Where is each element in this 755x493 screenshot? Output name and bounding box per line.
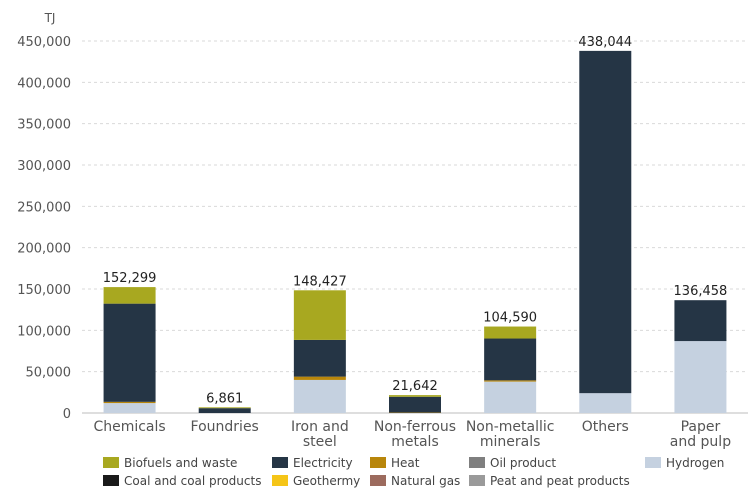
legend: Biofuels and waste Electricity Heat Oil pro…	[103, 456, 724, 488]
bar-segment	[484, 381, 537, 413]
y-tick-label: 50,000	[26, 366, 72, 381]
legend-label: Natural gas	[391, 474, 460, 488]
y-tick-label: 350,000	[17, 118, 71, 133]
x-category-label: Paper	[681, 419, 721, 435]
x-category-label: minerals	[480, 434, 541, 450]
legend-swatch	[370, 457, 386, 468]
y-tick-label: 200,000	[17, 242, 71, 257]
bar-total-label: 136,458	[674, 284, 728, 299]
x-category-label: Chemicals	[93, 419, 165, 435]
bar-segment	[389, 396, 441, 413]
legend-label: Coal and coal products	[124, 474, 261, 488]
x-category-label: Others	[582, 419, 629, 435]
gridlines	[82, 40, 748, 414]
x-category-label: Non-ferrous	[374, 419, 456, 435]
bar-total-label: 21,642	[392, 379, 438, 394]
legend-swatch	[103, 457, 119, 468]
y-tick-label: 150,000	[17, 283, 71, 298]
bar-segment	[579, 50, 632, 394]
legend-label: Hydrogen	[666, 456, 724, 470]
bar-total-labels: 152,299 6,861 148,427 21,642 104,590 438,044 1…	[103, 35, 728, 406]
bar-segment	[103, 287, 156, 304]
y-tick-label: 100,000	[17, 324, 71, 339]
legend-label: Peat and peat products	[490, 474, 630, 488]
legend-swatch	[469, 457, 485, 468]
bar-segment	[198, 408, 251, 413]
bar-segment	[389, 395, 441, 397]
y-tick-label: 400,000	[17, 76, 71, 91]
x-category-label: steel	[303, 434, 337, 450]
bar-segment	[293, 339, 346, 377]
bar-segment	[579, 393, 632, 413]
bar-segment	[484, 326, 537, 339]
x-category-label: Iron and	[291, 419, 349, 435]
legend-label: Geothermy	[293, 474, 360, 488]
legend-swatch	[645, 457, 661, 468]
bar-segment	[484, 338, 537, 381]
bar-total-label: 6,861	[206, 391, 243, 406]
bar-segment	[674, 300, 727, 342]
bar-total-label: 438,044	[578, 35, 632, 50]
y-tick-label: 0	[63, 407, 71, 422]
legend-label: Biofuels and waste	[124, 456, 237, 470]
legend-label: Oil product	[490, 456, 556, 470]
bar-segment	[293, 290, 346, 340]
y-tick-label: 450,000	[17, 35, 71, 50]
x-category-label: and pulp	[670, 434, 731, 450]
legend-swatch	[272, 457, 288, 468]
legend-swatch	[103, 475, 119, 486]
bar-segment	[103, 403, 156, 413]
bars	[103, 50, 727, 413]
bar-segment	[293, 379, 346, 413]
x-category-label: metals	[391, 434, 439, 450]
bar-total-label: 152,299	[103, 271, 157, 286]
legend-swatch	[272, 475, 288, 486]
x-category-label: Foundries	[191, 419, 259, 435]
legend-label: Electricity	[293, 456, 353, 470]
bar-segment	[103, 303, 156, 402]
legend-label: Heat	[391, 456, 420, 470]
bar-segment	[103, 401, 156, 404]
y-axis-unit-label: TJ	[44, 11, 56, 25]
x-category-label: Non-metallic	[466, 419, 555, 435]
bar-total-label: 148,427	[293, 274, 347, 289]
y-axis-ticks: 0 50,000 100,000 150,000 200,000 250,000 300,0…	[17, 35, 71, 422]
legend-swatch	[469, 475, 485, 486]
legend-swatch	[370, 475, 386, 486]
bar-segment	[674, 341, 727, 413]
y-tick-label: 250,000	[17, 200, 71, 215]
bar-segment	[198, 407, 251, 409]
bar-segment	[293, 376, 346, 380]
bar-total-label: 104,590	[483, 311, 537, 326]
y-tick-label: 300,000	[17, 159, 71, 174]
bar-segment	[484, 380, 537, 382]
